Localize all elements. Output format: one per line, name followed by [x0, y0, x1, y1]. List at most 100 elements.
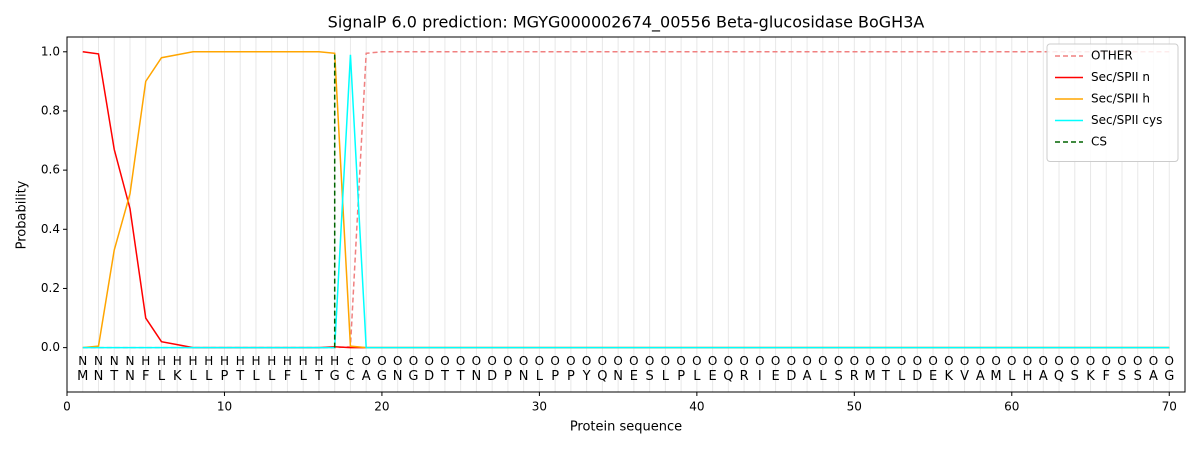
region-label: O: [928, 354, 937, 368]
x-tick-label: 0: [63, 400, 71, 414]
region-label: O: [771, 354, 780, 368]
region-label: O: [598, 354, 607, 368]
region-label: H: [141, 354, 150, 368]
region-label: N: [94, 354, 103, 368]
series-line: [82, 51, 1170, 349]
series-line: [82, 51, 1170, 349]
region-label: O: [582, 354, 591, 368]
region-label: O: [1102, 354, 1111, 368]
residue-label: E: [630, 369, 638, 384]
residue-label: N: [472, 369, 482, 384]
residue-label: I: [758, 369, 762, 384]
region-label: O: [409, 354, 418, 368]
residue-label: G: [1164, 369, 1174, 384]
region-label: H: [251, 354, 260, 368]
residue-label: L: [1008, 369, 1016, 384]
residue-label: D: [912, 369, 922, 384]
region-label: O: [1054, 354, 1063, 368]
residue-label: F: [284, 369, 291, 384]
residue-label: D: [487, 369, 497, 384]
series-line: [82, 54, 1170, 349]
residue-label: L: [662, 369, 670, 384]
region-label: N: [110, 354, 119, 368]
region-label: O: [629, 354, 638, 368]
residue-label: N: [393, 369, 403, 384]
residue-label: E: [771, 369, 779, 384]
region-label: O: [755, 354, 764, 368]
residue-label: L: [693, 369, 701, 384]
residue-label: A: [1149, 369, 1158, 384]
region-label: H: [220, 354, 229, 368]
region-label: O: [944, 354, 953, 368]
residue-label: D: [786, 369, 796, 384]
region-label: c: [347, 354, 354, 368]
region-label: O: [960, 354, 969, 368]
x-tick-label: 30: [532, 400, 547, 414]
region-label: H: [236, 354, 245, 368]
residue-label: K: [173, 369, 182, 384]
residue-label: P: [567, 369, 575, 384]
y-tick-label: 1.0: [41, 44, 60, 58]
region-label: O: [519, 354, 528, 368]
residue-label: M: [864, 369, 875, 384]
residue-label: L: [158, 369, 166, 384]
x-tick-label: 60: [1004, 400, 1019, 414]
residue-label: S: [1071, 369, 1079, 384]
region-label: O: [976, 354, 985, 368]
residue-label: A: [803, 369, 812, 384]
region-label: O: [661, 354, 670, 368]
residue-label: P: [551, 369, 559, 384]
residue-label: S: [1118, 369, 1126, 384]
residue-label: P: [504, 369, 512, 384]
residue-label: L: [300, 369, 308, 384]
residue-label: T: [456, 369, 465, 384]
region-label: O: [991, 354, 1000, 368]
region-label: N: [78, 354, 87, 368]
x-tick-label: 40: [689, 400, 704, 414]
region-label: O: [393, 354, 402, 368]
x-axis-label: Protein sequence: [570, 420, 682, 435]
residue-label: L: [252, 369, 260, 384]
residue-label: F: [1103, 369, 1110, 384]
residue-label: A: [362, 369, 371, 384]
residue-label: L: [268, 369, 276, 384]
residue-label: E: [929, 369, 937, 384]
region-label: O: [865, 354, 874, 368]
residue-label: C: [346, 369, 355, 384]
residue-label: L: [819, 369, 827, 384]
region-label: N: [125, 354, 134, 368]
region-label: H: [283, 354, 292, 368]
region-label: O: [1070, 354, 1079, 368]
residue-label: F: [142, 369, 149, 384]
region-label: O: [802, 354, 811, 368]
region-label: O: [1007, 354, 1016, 368]
residue-label: K: [1086, 369, 1095, 384]
region-label: O: [897, 354, 906, 368]
legend-box: [1046, 43, 1179, 162]
region-label: O: [1133, 354, 1142, 368]
region-label: O: [487, 354, 496, 368]
residue-label: R: [740, 369, 749, 384]
x-tick-label: 20: [374, 400, 389, 414]
region-label: O: [456, 354, 465, 368]
residue-label: D: [424, 369, 434, 384]
region-label: O: [913, 354, 922, 368]
region-label: O: [613, 354, 622, 368]
residue-label: P: [221, 369, 229, 384]
region-label: O: [1023, 354, 1032, 368]
legend-label: CS: [1091, 135, 1107, 149]
region-label: O: [1165, 354, 1174, 368]
region-label: O: [550, 354, 559, 368]
y-tick-label: 0.4: [41, 222, 60, 236]
residue-label: Q: [1054, 369, 1064, 384]
residue-label: P: [677, 369, 685, 384]
residue-label: G: [408, 369, 418, 384]
region-label: O: [1039, 354, 1048, 368]
region-label: O: [708, 354, 717, 368]
residue-label: G: [377, 369, 387, 384]
region-label: O: [1117, 354, 1126, 368]
y-tick-label: 0.8: [41, 103, 60, 117]
region-label: O: [377, 354, 386, 368]
residue-label: H: [1023, 369, 1033, 384]
